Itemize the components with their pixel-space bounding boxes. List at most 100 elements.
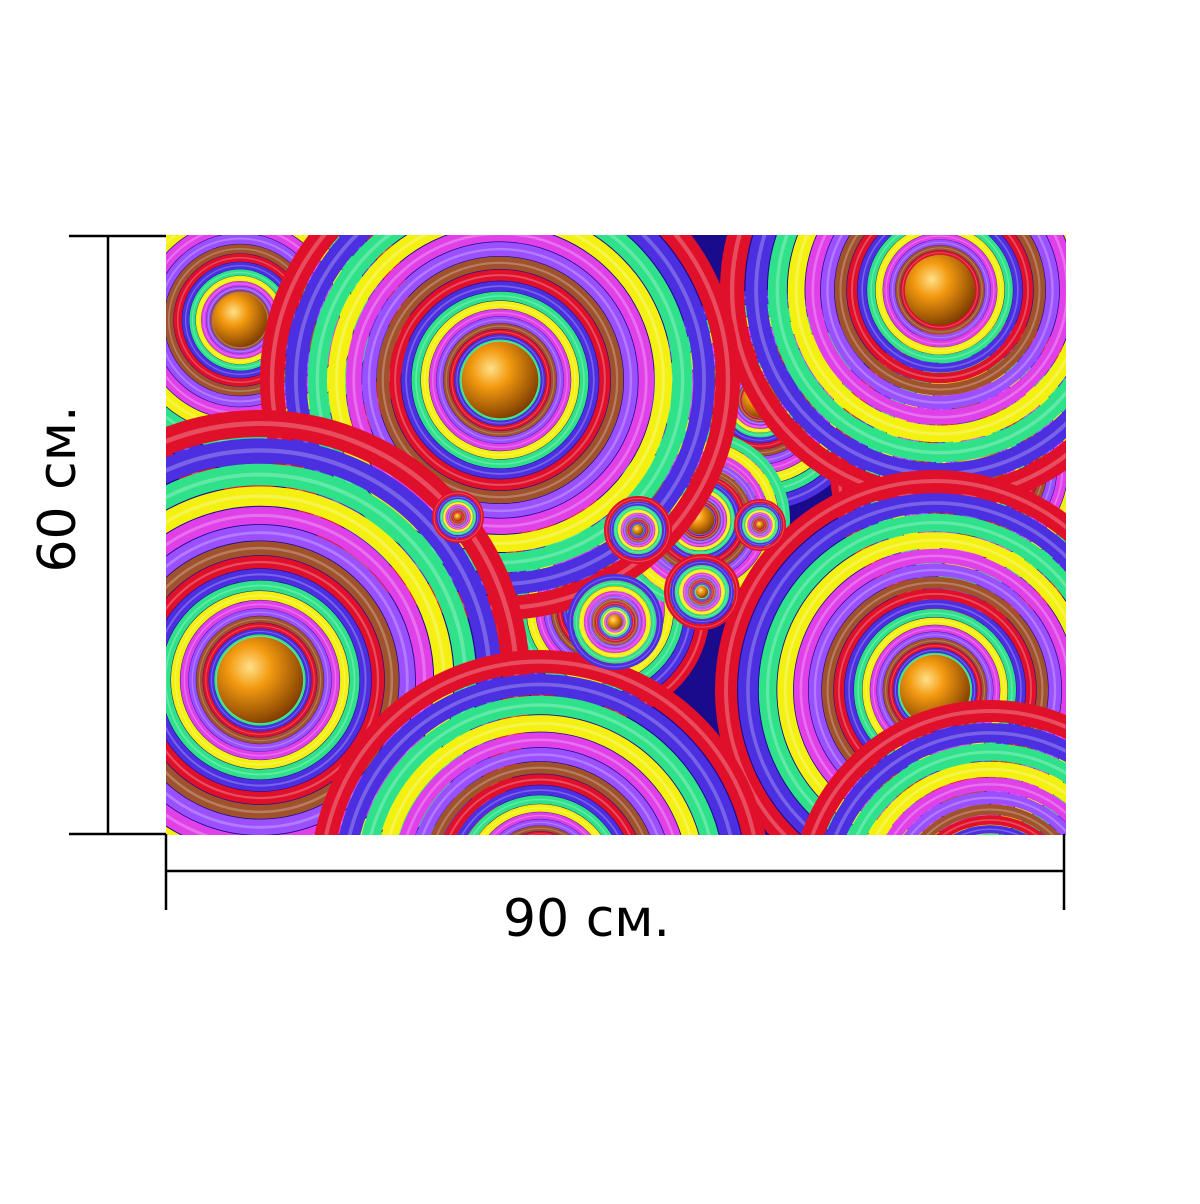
ring-highlight	[624, 516, 652, 544]
ring	[445, 504, 471, 530]
ring	[609, 501, 667, 559]
ring-highlight	[388, 721, 692, 835]
ring-highlight	[503, 821, 577, 835]
ring-highlight	[216, 636, 304, 724]
ring-highlight	[952, 862, 1029, 939]
ring	[166, 524, 416, 835]
ring-highlight	[183, 603, 337, 757]
ring-cluster	[800, 700, 1066, 962]
ring-highlight	[766, 521, 1066, 835]
ring	[454, 334, 546, 426]
ring	[411, 291, 589, 469]
ring-highlight	[927, 837, 1052, 962]
ring	[738, 493, 1066, 835]
ring	[362, 242, 638, 518]
ring-highlight	[452, 511, 464, 523]
ring-highlight	[581, 588, 649, 656]
ring-highlight	[947, 857, 1034, 944]
ring	[787, 235, 1066, 443]
ring	[935, 845, 1046, 956]
ring	[669, 559, 735, 625]
ring	[623, 515, 653, 545]
width-label: 90 см.	[503, 889, 671, 949]
ring-cluster	[566, 573, 663, 670]
ring-highlight	[874, 767, 1066, 835]
ring-cluster	[720, 235, 1066, 510]
ring-highlight	[205, 625, 315, 735]
ring-highlight	[810, 709, 1066, 835]
ring	[339, 674, 741, 835]
ring-highlight	[424, 304, 576, 456]
ring	[895, 245, 985, 335]
ring-highlight	[855, 750, 1066, 835]
ring	[675, 565, 729, 619]
ring-highlight	[935, 845, 1046, 956]
ring-highlight	[870, 235, 1010, 360]
ring	[431, 490, 484, 543]
ring	[401, 281, 599, 479]
ring	[694, 584, 710, 600]
ring-highlight	[691, 581, 713, 603]
ring-highlight	[750, 515, 770, 535]
ring-highlight	[960, 828, 1020, 835]
ring	[738, 503, 782, 547]
ring	[625, 517, 651, 543]
ring-highlight	[367, 247, 633, 513]
ring-highlight	[794, 235, 1066, 436]
ring-highlight	[405, 285, 595, 475]
ring-highlight	[695, 585, 709, 599]
ring	[685, 575, 719, 609]
ring	[749, 514, 771, 536]
ring	[767, 235, 1066, 463]
ring	[967, 877, 1014, 924]
ring	[415, 747, 665, 835]
ring	[468, 795, 612, 835]
ring	[882, 235, 998, 348]
ring-cluster	[314, 650, 766, 835]
ring	[682, 572, 722, 612]
ring-highlight	[166, 448, 492, 835]
ring-cluster	[603, 495, 672, 564]
ring	[202, 622, 318, 738]
ring-highlight	[941, 819, 1039, 835]
ring-highlight	[585, 592, 645, 652]
ring	[381, 715, 699, 835]
ring-highlight	[963, 873, 1016, 926]
ring	[734, 498, 787, 551]
ring	[952, 825, 1028, 835]
ring	[600, 607, 630, 637]
height-label: 60 см.	[28, 405, 88, 573]
ring	[449, 329, 551, 431]
ring	[399, 732, 681, 835]
ring	[663, 553, 740, 630]
ring	[777, 532, 1066, 835]
ring-highlight	[885, 235, 995, 345]
ring	[449, 508, 467, 526]
ring	[690, 580, 714, 604]
ring-highlight	[435, 766, 645, 835]
ring-highlight	[450, 509, 466, 525]
ring	[753, 518, 767, 532]
ring-highlight	[676, 566, 728, 618]
ring	[166, 438, 502, 835]
ring-highlight	[595, 602, 635, 642]
ring	[170, 590, 350, 770]
ring	[420, 300, 580, 460]
ring	[603, 495, 672, 564]
ring	[443, 502, 473, 532]
ring	[688, 578, 716, 606]
ring	[489, 812, 591, 835]
ring-highlight	[745, 510, 775, 540]
ring-highlight	[628, 520, 648, 540]
ring	[952, 862, 1029, 939]
ring	[440, 499, 476, 535]
ring	[444, 774, 636, 835]
ring-highlight	[839, 235, 1041, 391]
ring-highlight	[967, 877, 1014, 924]
ring	[867, 235, 1013, 363]
ring-highlight	[693, 583, 711, 601]
ring-highlight	[851, 235, 1029, 379]
artwork-image	[166, 235, 1066, 962]
ring	[447, 506, 469, 528]
